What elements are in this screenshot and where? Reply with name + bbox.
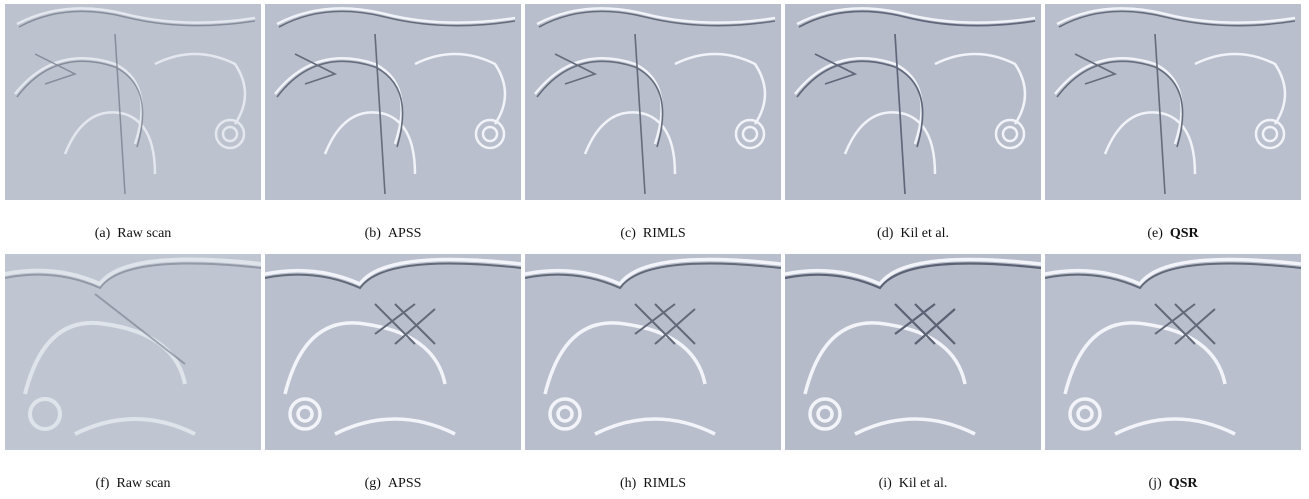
panel-j-image xyxy=(1045,254,1301,450)
carving-overview-qsr xyxy=(1045,4,1301,200)
panel-a-image xyxy=(5,4,261,200)
panel-b xyxy=(265,4,521,200)
panel-a xyxy=(5,4,261,200)
panel-i-image xyxy=(785,254,1041,450)
panel-d xyxy=(785,4,1041,200)
panel-i xyxy=(785,254,1041,450)
panel-e xyxy=(1045,4,1301,200)
carving-overview-kil xyxy=(785,4,1041,200)
panel-h xyxy=(525,254,781,450)
panel-g-image xyxy=(265,254,521,450)
carving-closeup-rimls xyxy=(525,254,781,450)
panel-b-image xyxy=(265,4,521,200)
caption-i: (i) Kil et al. xyxy=(878,476,948,491)
panel-e-image xyxy=(1045,4,1301,200)
panel-g xyxy=(265,254,521,450)
caption-j: (j) QSR xyxy=(1148,476,1198,491)
caption-e: (e) QSR xyxy=(1147,226,1199,241)
carving-overview-rimls xyxy=(525,4,781,200)
carving-overview-raw xyxy=(5,4,261,200)
panel-h-image xyxy=(525,254,781,450)
panel-c-image xyxy=(525,4,781,200)
panel-d-image xyxy=(785,4,1041,200)
caption-g: (g) APSS xyxy=(364,476,422,491)
carving-closeup-apss xyxy=(265,254,521,450)
caption-d: (d) Kil et al. xyxy=(877,226,949,241)
panel-f xyxy=(5,254,261,450)
panel-f-image xyxy=(5,254,261,450)
carving-closeup-kil xyxy=(785,254,1041,450)
carving-overview-apss xyxy=(265,4,521,200)
carving-closeup-qsr xyxy=(1045,254,1301,450)
carving-closeup-raw xyxy=(5,254,261,450)
caption-f: (f) Raw scan xyxy=(95,476,171,491)
caption-c: (c) RIMLS xyxy=(620,226,686,241)
caption-h: (h) RIMLS xyxy=(619,476,687,491)
panel-j xyxy=(1045,254,1301,450)
panel-c xyxy=(525,4,781,200)
caption-b: (b) APSS xyxy=(364,226,422,241)
caption-a: (a) Raw scan xyxy=(94,226,172,241)
